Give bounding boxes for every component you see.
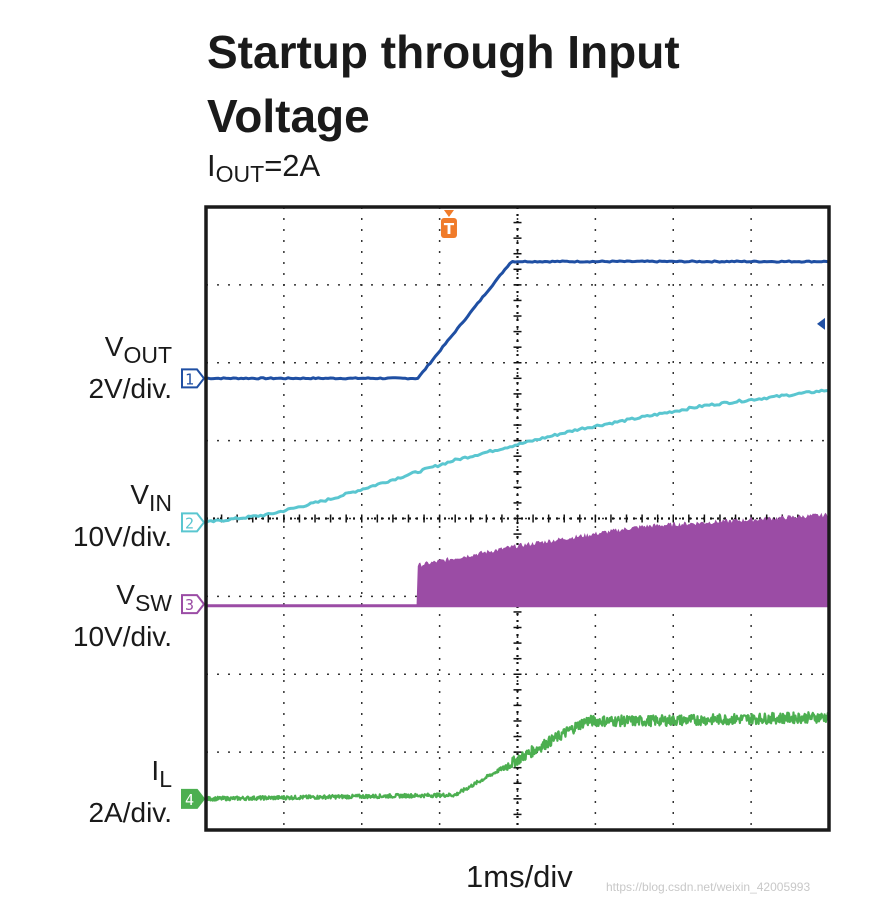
channel-3-marker: 3	[181, 594, 206, 615]
vin-scale: 10V/div.	[72, 521, 172, 552]
marker-number: 1	[185, 370, 194, 388]
vsw-name: VSW	[116, 579, 172, 616]
marker-number: 4	[185, 791, 194, 809]
trigger-marker: T	[440, 210, 457, 238]
marker-tag	[181, 368, 206, 389]
trigger-label: T	[444, 220, 455, 238]
channel-4-marker: 4	[181, 788, 206, 809]
vsw-label: VSW 10V/div.	[73, 578, 172, 654]
trigger-arrow	[443, 210, 454, 217]
x-axis-label: 1ms/div	[466, 859, 573, 894]
vout-label: VOUT 2V/div.	[88, 330, 172, 406]
channel-markers: 1 2 3 4 T	[181, 210, 825, 809]
trigger-box	[440, 218, 457, 238]
marker-tag	[181, 788, 206, 809]
grid	[205, 206, 830, 831]
marker-number: 2	[185, 514, 194, 532]
trace-vout	[206, 259, 830, 381]
vsw-scale: 10V/div.	[72, 621, 172, 652]
il-name: IL	[151, 755, 172, 792]
trace-vsw	[206, 512, 829, 608]
traces	[205, 259, 831, 802]
vin-name: VIN	[130, 479, 172, 516]
channel-2-marker: 2	[181, 512, 206, 533]
marker-tag	[181, 512, 206, 533]
reference-arrow-icon	[817, 317, 825, 330]
marker-tag	[181, 594, 206, 615]
vin-label: VIN 10V/div.	[73, 478, 172, 554]
vout-name: VOUT	[104, 331, 172, 368]
channel-1-marker: 1	[181, 368, 206, 389]
watermark: https://blog.csdn.net/weixin_42005993	[606, 880, 811, 894]
chart-subtitle: IOUT=2A	[207, 148, 321, 187]
vout-scale: 2V/div.	[88, 373, 172, 404]
marker-number: 3	[185, 596, 194, 614]
plot-frame	[204, 205, 831, 832]
il-scale: 2A/div.	[88, 797, 172, 828]
il-label: IL 2A/div.	[88, 754, 172, 830]
trace-vin	[205, 388, 829, 524]
trace-il	[205, 711, 831, 802]
chart-title: Startup through Input Voltage	[207, 26, 680, 142]
